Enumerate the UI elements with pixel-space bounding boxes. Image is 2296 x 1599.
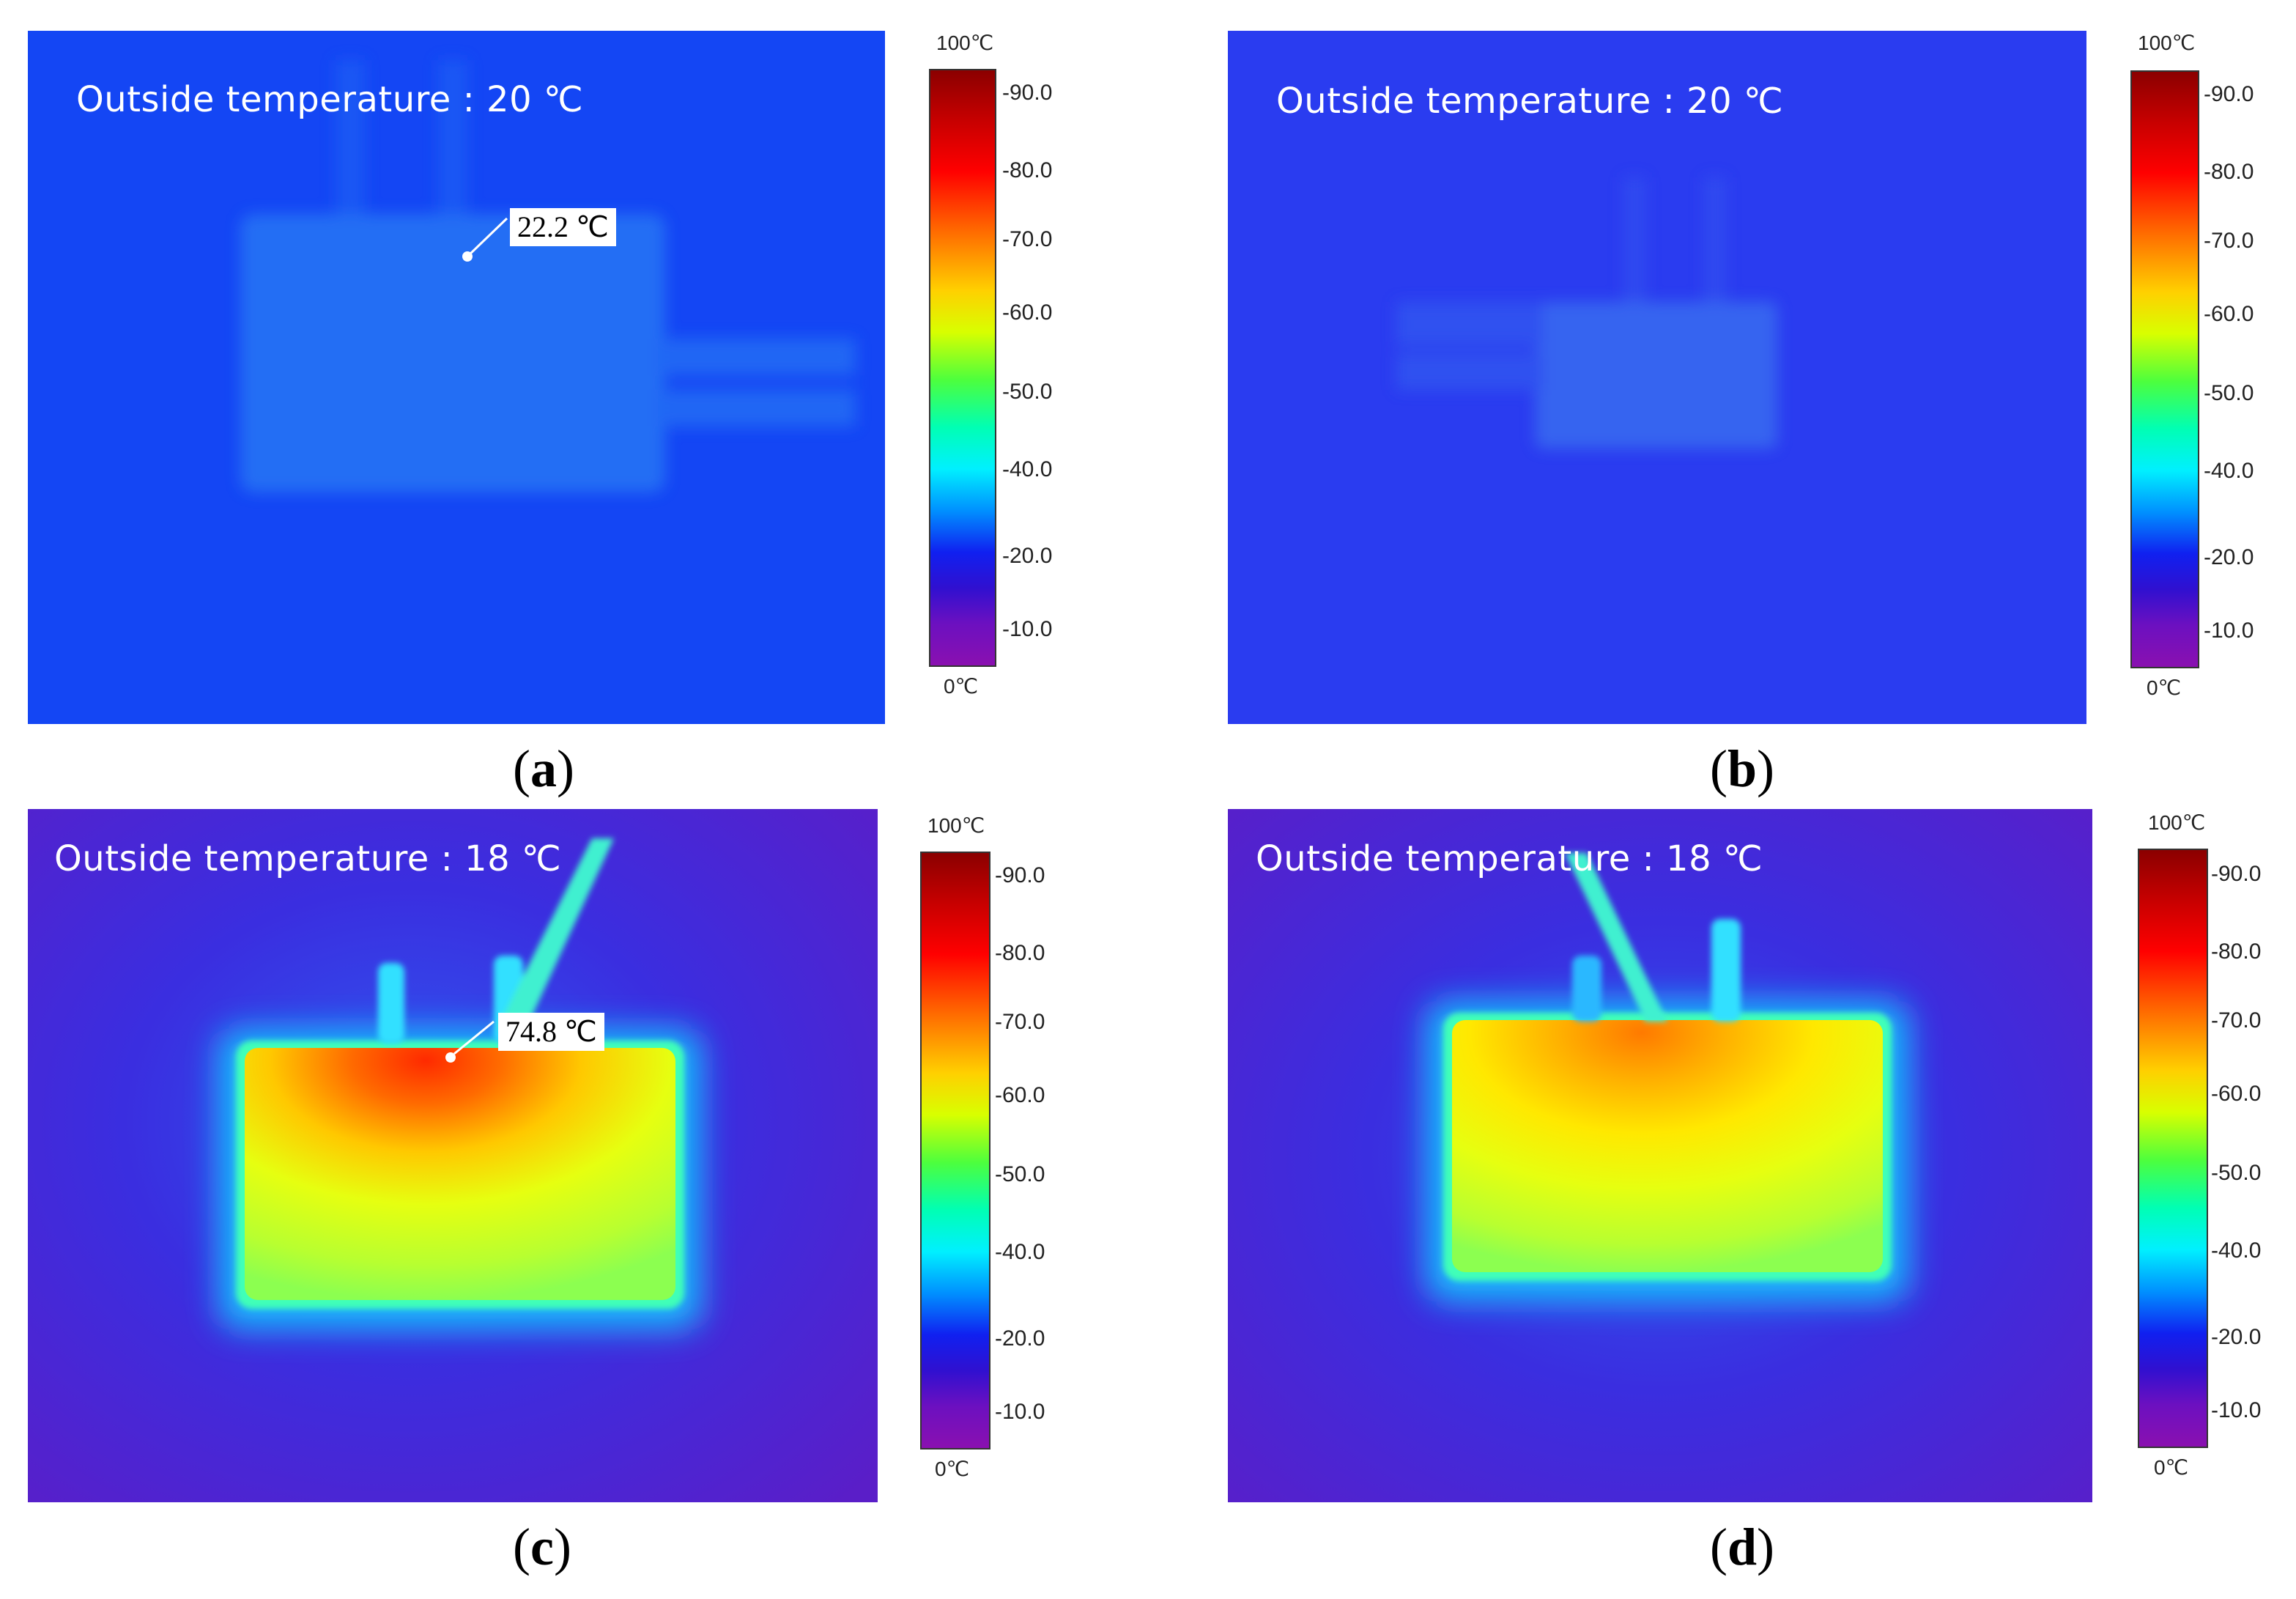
scale-tick: -70.0 [1002, 227, 1053, 251]
scale-tick: -80.0 [2211, 939, 2262, 964]
scale-tick: -90.0 [1002, 81, 1053, 105]
scale-tick: -20.0 [2211, 1325, 2262, 1349]
scale-tick: -40.0 [2211, 1238, 2262, 1263]
marker-leader-line [466, 217, 508, 258]
scale-tick: -50.0 [1002, 380, 1053, 404]
scale-tick: -80.0 [2204, 160, 2254, 184]
scale-tick: -90.0 [2211, 862, 2262, 886]
scale-tick: -40.0 [2204, 459, 2254, 483]
marker-leader-line [453, 1020, 495, 1055]
scale-tick: -90.0 [995, 863, 1045, 887]
scale-max-label: 100℃ [2138, 32, 2196, 54]
scale-tick: -20.0 [2204, 545, 2254, 569]
scale-tick: -40.0 [995, 1240, 1045, 1264]
caption-c: (c) [513, 1518, 571, 1576]
scale-max-label: 100℃ [927, 814, 985, 837]
outside-temperature-label: Outside temperature : 20 ℃ [76, 79, 584, 120]
measurement-label: 74.8 ℃ [498, 1013, 604, 1051]
thermal-image-b [1228, 31, 2086, 724]
scale-min-label: 0℃ [2154, 1456, 2189, 1479]
scale-tick: -20.0 [1002, 544, 1053, 568]
scale-tick: -80.0 [995, 941, 1045, 965]
scale-gradient-bar [920, 852, 990, 1450]
scale-tick: -50.0 [2211, 1161, 2262, 1185]
scale-tick: -10.0 [995, 1400, 1045, 1424]
thermal-image-c [28, 809, 878, 1502]
measurement-point [445, 1052, 456, 1063]
outside-temperature-label: Outside temperature : 18 ℃ [54, 838, 562, 879]
outside-temperature-label: Outside temperature : 18 ℃ [1256, 838, 1763, 879]
scale-tick: -70.0 [2211, 1008, 2262, 1033]
caption-b: (b) [1710, 739, 1775, 798]
scale-tick: -60.0 [1002, 300, 1053, 325]
scale-tick: -20.0 [995, 1326, 1045, 1351]
thermal-image-d [1228, 809, 2092, 1502]
scale-tick: -50.0 [995, 1162, 1045, 1186]
caption-a: (a) [513, 739, 574, 798]
scale-gradient-bar [929, 69, 996, 667]
caption-d: (d) [1710, 1518, 1775, 1576]
scale-tick: -60.0 [2204, 302, 2254, 326]
measurement-point [462, 251, 473, 262]
scale-tick: -70.0 [2204, 229, 2254, 253]
thermal-image-a [28, 31, 885, 724]
scale-tick: -40.0 [1002, 457, 1053, 481]
scale-max-label: 100℃ [2148, 811, 2206, 834]
scale-max-label: 100℃ [936, 32, 994, 54]
outside-temperature-label: Outside temperature : 20 ℃ [1276, 81, 1784, 122]
scale-tick: -70.0 [995, 1010, 1045, 1034]
scale-min-label: 0℃ [944, 675, 979, 698]
scale-min-label: 0℃ [935, 1458, 970, 1480]
scale-gradient-bar [2130, 70, 2199, 668]
scale-tick: -90.0 [2204, 82, 2254, 106]
scale-min-label: 0℃ [2147, 676, 2182, 699]
scale-tick: -60.0 [995, 1083, 1045, 1107]
scale-tick: -80.0 [1002, 158, 1053, 182]
scale-tick: -60.0 [2211, 1082, 2262, 1106]
scale-tick: -50.0 [2204, 381, 2254, 405]
scale-tick: -10.0 [2211, 1398, 2262, 1422]
scale-tick: -10.0 [1002, 617, 1053, 641]
measurement-label: 22.2 ℃ [510, 208, 616, 246]
scale-gradient-bar [2138, 849, 2208, 1448]
scale-tick: -10.0 [2204, 618, 2254, 643]
